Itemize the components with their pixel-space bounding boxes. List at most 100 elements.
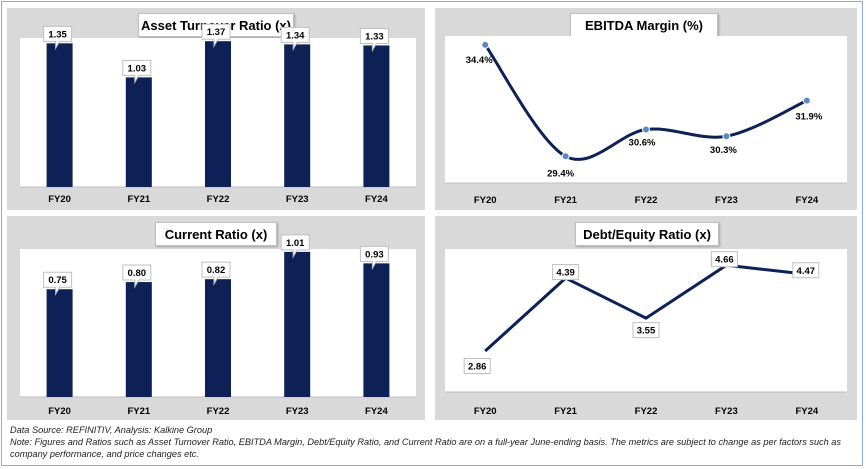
data-label: 2.86 xyxy=(463,358,491,375)
data-label-text: 4.39 xyxy=(556,268,575,279)
debt-equity-chart: 2.86 4.39 3.55 4.66 4.47 FY20 FY21 FY22 FY23 FY24 xyxy=(445,249,847,417)
data-label-box xyxy=(43,271,73,297)
ebitda-margin-panel: EBITDA Margin (%) 34.4% 29.4% 30.6% 30.3% 31… xyxy=(435,8,857,210)
data-label-text: 1.35 xyxy=(48,29,67,40)
data-point xyxy=(802,96,811,105)
x-tick-label: FY24 xyxy=(795,195,818,206)
data-label: 3.55 xyxy=(632,322,660,339)
bar xyxy=(205,279,231,397)
x-tick-label: FY21 xyxy=(127,406,150,417)
x-tick-label: FY20 xyxy=(474,406,497,417)
data-point xyxy=(481,40,490,49)
data-label-text: 1.03 xyxy=(128,63,147,74)
data-label: 0.93 xyxy=(359,245,389,271)
data-label-text: 1.37 xyxy=(207,27,226,38)
data-point xyxy=(722,132,731,141)
data-label: 1.03 xyxy=(122,59,152,85)
data-label: 0.80 xyxy=(122,264,152,289)
data-label-text: 1.01 xyxy=(286,238,305,249)
x-tick-label: FY23 xyxy=(715,406,738,417)
data-label: 0.75 xyxy=(43,271,73,297)
x-tick-label: FY23 xyxy=(715,195,738,206)
data-label-box xyxy=(632,322,660,339)
data-label-box xyxy=(201,261,231,287)
bar xyxy=(125,282,152,397)
data-label: 1.33 xyxy=(359,27,389,53)
data-label-text: 0.82 xyxy=(207,265,226,276)
data-label: 4.39 xyxy=(552,264,580,281)
note-text: Note: Figures and Ratios such as Asset T… xyxy=(10,437,842,459)
data-label: 1.34 xyxy=(280,26,310,52)
bar xyxy=(125,77,152,187)
data-label: 4.47 xyxy=(792,262,820,279)
footer: Data Source: REFINITIV, Analysis: Kalkin… xyxy=(10,424,858,460)
x-tick-label: FY24 xyxy=(365,194,388,205)
data-label-box xyxy=(201,23,231,49)
bar xyxy=(363,45,390,188)
data-label-text: 4.47 xyxy=(797,266,816,277)
data-label-box xyxy=(280,234,310,259)
x-tick-label: FY21 xyxy=(554,406,577,417)
x-tick-label: FY22 xyxy=(207,194,230,205)
data-label-box xyxy=(792,262,820,279)
current-ratio-chart: 0.75 0.80 0.82 1.01 0.93 FY20 FY21 FY22 FY23 FY24 xyxy=(20,234,416,417)
ebitda-margin-title: EBITDA Margin (%) xyxy=(570,13,718,37)
data-label: 31.9% xyxy=(795,112,822,123)
plot-area xyxy=(445,36,847,183)
data-label-box xyxy=(359,245,389,271)
x-tick-label: FY24 xyxy=(365,406,388,417)
data-label-text: 1.33 xyxy=(365,31,384,42)
data-label: 29.4% xyxy=(547,168,574,179)
data-label-box xyxy=(710,251,738,268)
current-ratio-title: Current Ratio (x) xyxy=(155,222,277,246)
data-label-box xyxy=(280,26,310,52)
bar xyxy=(46,43,73,188)
x-tick-label: FY22 xyxy=(635,406,658,417)
ebitda-margin-chart: 34.4% 29.4% 30.6% 30.3% 31.9% FY20 FY21 FY22 FY2… xyxy=(445,36,847,206)
data-point xyxy=(642,125,650,134)
data-point xyxy=(561,152,570,161)
x-tick-label: FY20 xyxy=(48,406,71,417)
data-label-box xyxy=(359,27,389,53)
x-tick-label: FY22 xyxy=(635,195,658,206)
data-label: 30.6% xyxy=(629,138,656,149)
debt-equity-panel: Debt/Equity Ratio (x) 2.86 4.39 3.55 4.66 4.… xyxy=(435,216,857,420)
bar xyxy=(205,41,231,187)
x-tick-label: FY23 xyxy=(286,194,309,205)
data-label: 0.82 xyxy=(201,261,231,287)
current-ratio-panel: Current Ratio (x) 0.75 0.80 0.82 1.01 0.93 FY… xyxy=(7,216,425,420)
x-tick-label: FY21 xyxy=(127,194,150,205)
data-label-box xyxy=(122,264,152,289)
x-tick-label: FY24 xyxy=(795,406,818,417)
debt-equity-title: Debt/Equity Ratio (x) xyxy=(575,222,719,246)
x-tick-label: FY22 xyxy=(207,406,230,417)
series-line xyxy=(484,263,807,353)
data-label: 34.4% xyxy=(466,55,493,66)
data-label: 1.35 xyxy=(43,25,73,51)
data-label-box xyxy=(463,358,491,375)
data-label-text: 2.86 xyxy=(468,362,487,373)
asset-turnover-panel: Asset Turnover Ratio (x) 1.351.031.371.3… xyxy=(7,8,425,210)
data-label-box xyxy=(122,59,152,85)
data-label-text: 0.93 xyxy=(365,249,384,260)
bar xyxy=(363,263,390,397)
bar xyxy=(46,289,73,397)
data-label-text: 4.66 xyxy=(715,255,734,266)
data-label-text: 0.75 xyxy=(48,275,67,286)
data-label-text: 1.34 xyxy=(286,30,305,41)
data-label-text: 0.80 xyxy=(128,268,147,279)
x-tick-label: FY20 xyxy=(474,195,497,206)
data-label-box xyxy=(552,264,580,281)
x-tick-label: FY20 xyxy=(48,194,71,205)
bar xyxy=(284,251,311,397)
data-label-text: 3.55 xyxy=(637,326,656,337)
data-source-text: Data Source: REFINITIV, Analysis: Kalkin… xyxy=(10,425,213,435)
data-label-box xyxy=(43,25,73,51)
x-tick-label: FY21 xyxy=(554,195,577,206)
data-label: 30.3% xyxy=(710,145,737,156)
x-tick-label: FY23 xyxy=(286,406,309,417)
bar xyxy=(284,44,311,188)
plot-area xyxy=(445,249,847,392)
asset-turnover-chart: 1.35 1.03 1.37 1.34 1.33 FY20 FY21 FY22 FY23 FY24 xyxy=(20,23,416,205)
